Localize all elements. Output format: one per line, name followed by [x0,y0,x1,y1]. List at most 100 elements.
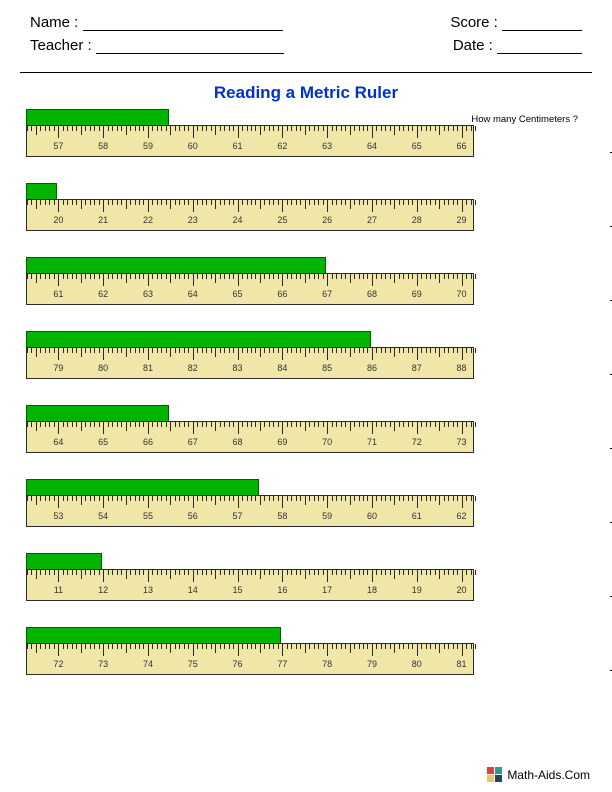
ruler-tick-label: 77 [277,659,287,669]
problem-7: 11121314151617181920 [26,553,586,601]
ruler-tick-label: 76 [233,659,243,669]
ruler-tick-label: 62 [98,289,108,299]
ruler-tick-label: 86 [367,363,377,373]
measurement-bar [26,405,169,422]
ruler-tick-label: 87 [412,363,422,373]
ruler-tick-label: 29 [457,215,467,225]
ruler-tick-label: 70 [322,437,332,447]
ruler-tick-label: 74 [143,659,153,669]
problem-6: 53545556575859606162 [26,479,586,527]
ruler-tick-label: 57 [53,141,63,151]
ruler-tick-label: 65 [412,141,422,151]
problems-container: 57 58 59 60 61 62 63 64 65 66 20 21 22 23 24 25 26 27 28 29… [0,109,612,675]
ruler: 20 21 22 23 24 25 26 27 28 29 [26,199,474,231]
ruler-tick-label: 81 [457,659,467,669]
ruler-tick-label: 85 [322,363,332,373]
ruler-tick-label: 63 [143,289,153,299]
ruler-tick-label: 61 [53,289,63,299]
ruler-tick-label: 88 [457,363,467,373]
ruler: 53545556575859606162 [26,495,474,527]
ruler-tick-label: 71 [367,437,377,447]
measurement-bar [26,183,57,200]
teacher-label: Teacher : [30,37,96,54]
ruler: 72 73 74 75 76 77 78 79 80 81 [26,643,474,675]
ruler: 64656667686970717273 [26,421,474,453]
ruler-tick-label: 72 [412,437,422,447]
ruler-tick-label: 62 [457,511,467,521]
ruler-tick-label: 73 [98,659,108,669]
ruler-tick-label: 66 [143,437,153,447]
header-divider [20,72,592,73]
ruler-tick-label: 69 [277,437,287,447]
footer: Math-Aids.Com [487,767,590,782]
ruler-tick-label: 15 [233,585,243,595]
ruler-tick-label: 53 [53,511,63,521]
ruler-tick-label: 66 [277,289,287,299]
ruler-tick-label: 24 [233,215,243,225]
ruler-tick-label: 54 [98,511,108,521]
measurement-bar [26,331,371,348]
ruler-tick-label: 79 [367,659,377,669]
ruler-tick-label: 17 [322,585,332,595]
ruler-tick-label: 26 [322,215,332,225]
ruler-tick-label: 65 [233,289,243,299]
measurement-bar [26,109,169,126]
ruler-tick-label: 60 [188,141,198,151]
ruler-tick-label: 11 [54,585,63,595]
ruler-tick-label: 84 [277,363,287,373]
ruler-tick-label: 61 [412,511,422,521]
name-input-line[interactable] [83,15,283,31]
ruler-tick-label: 25 [277,215,287,225]
ruler-tick-label: 58 [98,141,108,151]
ruler-tick-label: 28 [412,215,422,225]
ruler-tick-label: 27 [367,215,377,225]
ruler-tick-label: 67 [188,437,198,447]
ruler-tick-label: 23 [188,215,198,225]
date-input-line[interactable] [497,38,582,54]
ruler-tick-label: 68 [367,289,377,299]
date-label: Date : [453,37,497,54]
ruler-tick-label: 65 [98,437,108,447]
ruler-tick-label: 22 [143,215,153,225]
ruler-tick-label: 57 [233,511,243,521]
ruler-tick-label: 67 [322,289,332,299]
score-label: Score : [450,14,502,31]
ruler-tick-label: 59 [143,141,153,151]
footer-text: Math-Aids.Com [507,768,590,782]
ruler-tick-label: 70 [457,289,467,299]
ruler-tick-label: 69 [412,289,422,299]
ruler-tick-label: 78 [322,659,332,669]
measurement-bar [26,627,281,644]
ruler-tick-label: 75 [188,659,198,669]
ruler: 79 80 81 82 83 84 85 86 87 88 [26,347,474,379]
ruler-tick-label: 82 [188,363,198,373]
ruler-tick-label: 72 [53,659,63,669]
measurement-bar [26,479,259,496]
ruler-tick-label: 81 [143,363,153,373]
ruler-tick-label: 80 [98,363,108,373]
ruler-tick-label: 79 [53,363,63,373]
ruler-tick-label: 60 [367,511,377,521]
ruler-tick-label: 62 [277,141,287,151]
problem-1: 57585960616263646566 [26,109,586,157]
teacher-input-line[interactable] [96,38,284,54]
ruler-tick-label: 13 [143,585,153,595]
ruler-tick-label: 18 [367,585,377,595]
problem-2: 20 21 22 23 24 25 26 27 28 29 [26,183,586,231]
ruler-tick-label: 58 [277,511,287,521]
ruler-tick-label: 21 [98,215,108,225]
ruler: 61626364656667686970 [26,273,474,305]
ruler-tick-label: 64 [367,141,377,151]
ruler-tick-label: 80 [412,659,422,669]
ruler: 57585960616263646566 [26,125,474,157]
ruler-tick-label: 83 [233,363,243,373]
score-input-line[interactable] [502,15,582,31]
ruler-tick-label: 55 [143,511,153,521]
ruler-tick-label: 66 [457,141,467,151]
ruler-tick-label: 14 [188,585,198,595]
ruler-tick-label: 20 [53,215,63,225]
ruler: 11121314151617181920 [26,569,474,601]
ruler-tick-label: 20 [457,585,467,595]
measurement-bar [26,257,326,274]
problem-4: 79 80 81 82 83 84 85 86 87 88 [26,331,586,379]
